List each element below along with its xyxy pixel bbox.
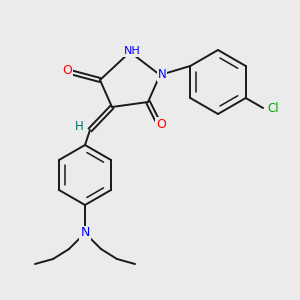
Text: O: O bbox=[62, 64, 72, 76]
Text: Cl: Cl bbox=[267, 101, 279, 115]
Text: N: N bbox=[80, 226, 90, 239]
Text: H: H bbox=[75, 119, 83, 133]
Text: NH: NH bbox=[124, 46, 140, 56]
Text: O: O bbox=[156, 118, 166, 130]
Text: N: N bbox=[158, 68, 166, 82]
